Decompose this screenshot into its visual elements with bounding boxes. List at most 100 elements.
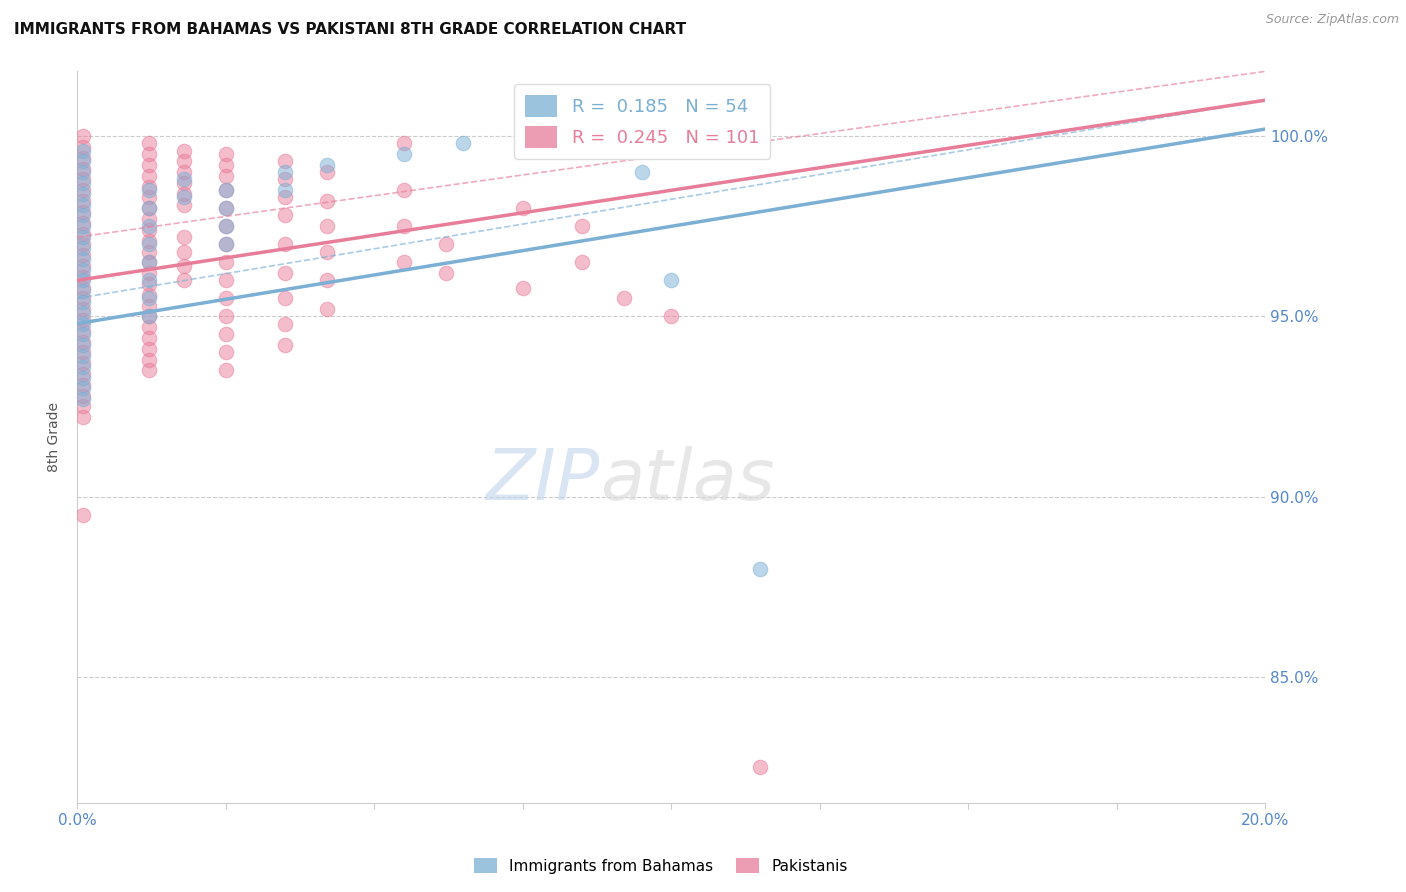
Point bbox=[215, 345, 238, 359]
Point bbox=[274, 266, 297, 280]
Point bbox=[173, 186, 195, 201]
Point bbox=[72, 230, 94, 244]
Point bbox=[138, 201, 160, 215]
Point bbox=[630, 165, 652, 179]
Point bbox=[72, 154, 94, 169]
Point bbox=[72, 338, 94, 352]
Point bbox=[72, 237, 94, 252]
Point bbox=[138, 255, 160, 269]
Point bbox=[274, 190, 297, 204]
Point bbox=[72, 194, 94, 208]
Point bbox=[72, 392, 94, 407]
Point bbox=[72, 186, 94, 201]
Point bbox=[72, 172, 94, 186]
Point bbox=[72, 313, 94, 327]
Point bbox=[571, 122, 593, 136]
Point bbox=[72, 327, 94, 342]
Point bbox=[138, 244, 160, 259]
Point bbox=[72, 262, 94, 277]
Point bbox=[274, 154, 297, 169]
Point bbox=[434, 266, 457, 280]
Point bbox=[274, 237, 297, 252]
Point bbox=[392, 147, 415, 161]
Point bbox=[138, 201, 160, 215]
Point bbox=[72, 259, 94, 273]
Point bbox=[215, 169, 238, 183]
Point bbox=[215, 237, 238, 252]
Point bbox=[215, 158, 238, 172]
Point bbox=[138, 287, 160, 301]
Point bbox=[72, 306, 94, 320]
Point bbox=[72, 252, 94, 266]
Point bbox=[315, 158, 337, 172]
Point bbox=[138, 331, 160, 345]
Point bbox=[72, 129, 94, 144]
Point bbox=[138, 291, 160, 305]
Point bbox=[138, 352, 160, 367]
Point bbox=[571, 255, 593, 269]
Point bbox=[138, 147, 160, 161]
Point bbox=[138, 299, 160, 313]
Point bbox=[72, 197, 94, 211]
Point bbox=[138, 136, 160, 151]
Point bbox=[661, 310, 683, 324]
Point bbox=[453, 136, 475, 151]
Point bbox=[138, 219, 160, 234]
Point bbox=[315, 273, 337, 287]
Point bbox=[392, 255, 415, 269]
Point bbox=[215, 273, 238, 287]
Text: atlas: atlas bbox=[600, 447, 775, 516]
Point bbox=[613, 129, 636, 144]
Point bbox=[72, 295, 94, 310]
Point bbox=[392, 183, 415, 197]
Point bbox=[72, 161, 94, 176]
Point bbox=[392, 136, 415, 151]
Point bbox=[72, 400, 94, 414]
Point bbox=[315, 165, 337, 179]
Point bbox=[215, 219, 238, 234]
Point bbox=[392, 219, 415, 234]
Point bbox=[315, 302, 337, 317]
Point bbox=[274, 209, 297, 223]
Point bbox=[138, 169, 160, 183]
Point bbox=[138, 266, 160, 280]
Point bbox=[173, 244, 195, 259]
Point bbox=[215, 363, 238, 377]
Point bbox=[173, 197, 195, 211]
Point bbox=[72, 370, 94, 384]
Point bbox=[138, 342, 160, 356]
Point bbox=[571, 219, 593, 234]
Point bbox=[215, 201, 238, 215]
Point bbox=[138, 277, 160, 291]
Point bbox=[72, 273, 94, 287]
Point bbox=[72, 280, 94, 294]
Point bbox=[215, 147, 238, 161]
Point bbox=[749, 561, 772, 575]
Legend: Immigrants from Bahamas, Pakistanis: Immigrants from Bahamas, Pakistanis bbox=[468, 852, 853, 880]
Point bbox=[72, 317, 94, 331]
Point bbox=[72, 410, 94, 425]
Point bbox=[315, 244, 337, 259]
Point bbox=[215, 201, 238, 215]
Point bbox=[72, 241, 94, 255]
Point bbox=[72, 209, 94, 223]
Point bbox=[138, 310, 160, 324]
Point bbox=[512, 280, 534, 294]
Point bbox=[315, 194, 337, 208]
Point bbox=[138, 223, 160, 237]
Point bbox=[512, 201, 534, 215]
Point bbox=[72, 389, 94, 403]
Point bbox=[138, 183, 160, 197]
Point bbox=[138, 320, 160, 334]
Point bbox=[72, 334, 94, 349]
Point bbox=[138, 255, 160, 269]
Point bbox=[72, 269, 94, 284]
Point bbox=[173, 259, 195, 273]
Point bbox=[215, 183, 238, 197]
Legend: R =  0.185   N = 54, R =  0.245   N = 101: R = 0.185 N = 54, R = 0.245 N = 101 bbox=[515, 84, 770, 159]
Point bbox=[138, 310, 160, 324]
Point bbox=[215, 219, 238, 234]
Point bbox=[72, 377, 94, 392]
Point bbox=[72, 381, 94, 395]
Point bbox=[173, 190, 195, 204]
